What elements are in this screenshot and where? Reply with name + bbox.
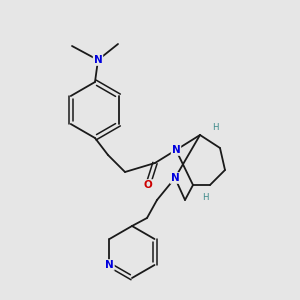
Text: O: O xyxy=(144,180,152,190)
Text: N: N xyxy=(171,173,179,183)
Text: H: H xyxy=(212,124,218,133)
Text: H: H xyxy=(202,194,208,202)
Text: N: N xyxy=(172,145,180,155)
Text: N: N xyxy=(105,260,114,270)
Text: N: N xyxy=(94,55,102,65)
